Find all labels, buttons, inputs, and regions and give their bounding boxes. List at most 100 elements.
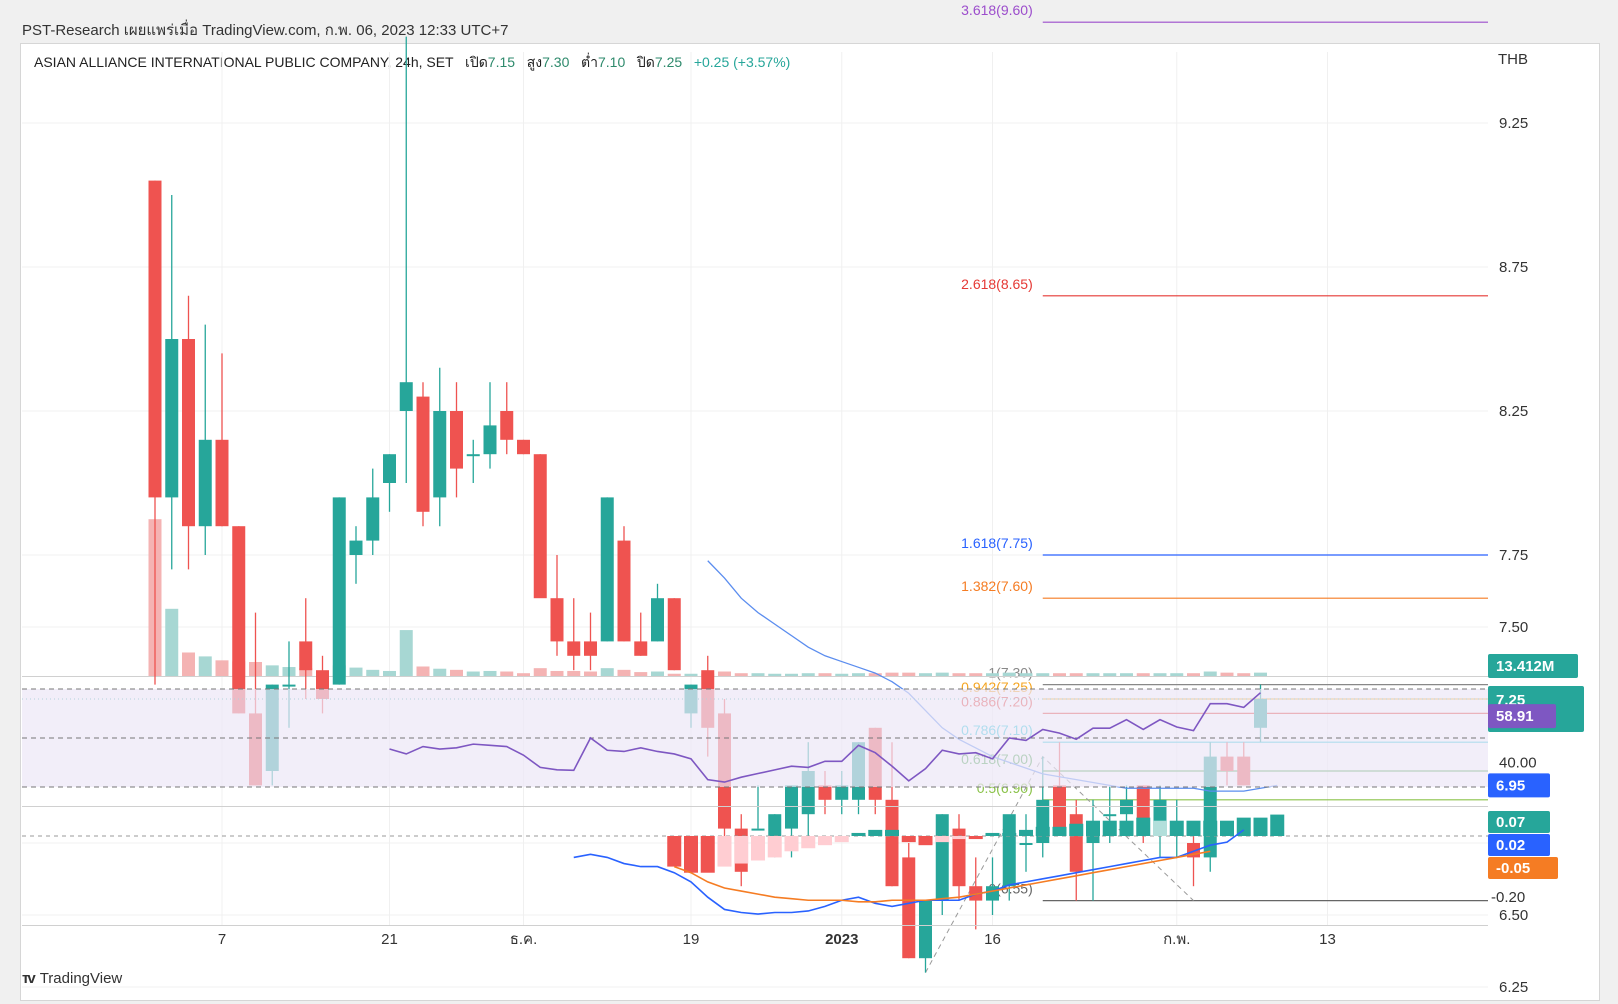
candle-body xyxy=(517,439,530,455)
tradingview-logo[interactable]: ᴛv TradingView xyxy=(22,970,122,987)
volume-bar xyxy=(852,673,865,676)
symbol-name: ASIAN ALLIANCE INTERNATIONAL PUBLIC COMP… xyxy=(34,54,454,70)
x-tick-label: 2023 xyxy=(825,931,858,948)
open-value: 7.15 xyxy=(487,54,516,70)
volume-bar xyxy=(550,670,564,676)
macd-histogram-bar xyxy=(818,836,832,846)
volume-bar xyxy=(1086,673,1100,676)
candle-body xyxy=(651,598,664,642)
candle-body xyxy=(584,641,597,656)
volume-bar xyxy=(902,672,916,676)
volume-bar xyxy=(1069,673,1083,676)
volume-bar xyxy=(383,670,396,676)
volume-bar xyxy=(1019,673,1033,676)
volume-bar xyxy=(1203,671,1217,676)
volume-bar xyxy=(919,673,932,676)
macd-histogram-bar xyxy=(1119,820,1134,836)
publisher-header: PST-Research เผยแพร่เมื่อ TradingView.co… xyxy=(22,22,509,39)
macd-line xyxy=(573,829,1245,915)
y-tick-label: 9.25 xyxy=(1499,115,1528,132)
candle-body xyxy=(952,828,966,887)
volume-bar xyxy=(952,673,966,676)
low-label: ต่ำ xyxy=(581,54,598,70)
volume-bar xyxy=(366,669,380,676)
candle-body xyxy=(634,641,648,656)
macd-histogram-bar xyxy=(1035,826,1050,836)
volume-bar xyxy=(667,673,681,676)
volume-bar xyxy=(651,671,664,676)
symbol-title: ASIAN ALLIANCE INTERNATIONAL PUBLIC COMP… xyxy=(34,52,790,74)
macd-histogram-bar xyxy=(684,836,698,873)
macd-badge-bg xyxy=(1488,834,1550,856)
volume-bar xyxy=(885,672,899,676)
macd-histogram-bar xyxy=(851,832,866,836)
fib-label: 2.618(8.65) xyxy=(961,276,1033,292)
candle-body xyxy=(751,828,765,831)
macd-histogram-bar xyxy=(1136,817,1151,836)
volume-bar xyxy=(567,670,581,676)
close-label: ปิด xyxy=(636,54,655,70)
volume-bar xyxy=(801,673,815,676)
volume-bar xyxy=(684,673,698,676)
volume-bar xyxy=(868,673,882,676)
macd-histogram-bar xyxy=(1002,832,1017,836)
y-tick-label: 8.25 xyxy=(1499,403,1528,420)
x-tick-label: 7 xyxy=(218,931,226,948)
macd-histogram-bar xyxy=(1203,820,1218,836)
volume-bar xyxy=(182,652,195,676)
candle-body xyxy=(818,785,832,800)
candle-body xyxy=(885,799,899,887)
macd-histogram-bar xyxy=(667,836,682,867)
rsi-pane xyxy=(22,688,1488,807)
macd-histogram-bar xyxy=(767,836,782,858)
candle-body xyxy=(902,857,916,959)
volume-bar xyxy=(215,660,229,676)
macd-histogram-bar xyxy=(700,836,715,873)
volume-bar xyxy=(433,668,447,676)
macd-histogram-bar xyxy=(1102,820,1117,836)
candle-body xyxy=(148,180,162,498)
ma-badge: 6.95 xyxy=(1496,777,1525,794)
x-tick-label: 13 xyxy=(1319,931,1336,948)
candle-body xyxy=(935,814,949,901)
volume-bar xyxy=(1254,672,1267,676)
y-tick-label: 6.50 xyxy=(1499,907,1528,924)
volume-bar xyxy=(584,671,597,676)
candle-body xyxy=(1002,814,1016,887)
volume-bar xyxy=(1120,673,1133,676)
volume-bar xyxy=(1136,673,1150,676)
macd-histogram-bar xyxy=(1186,820,1201,836)
macd-histogram-bar xyxy=(901,836,916,843)
candle-body xyxy=(349,540,363,555)
macd-histogram-bar xyxy=(1169,820,1184,836)
candle-body xyxy=(332,497,346,685)
candle-body xyxy=(416,396,430,512)
ma-badge-bg xyxy=(1488,773,1550,798)
candle-body xyxy=(500,411,514,440)
candle-body xyxy=(483,425,497,455)
rsi-badge: 58.91 xyxy=(1496,708,1534,725)
high-value: 7.30 xyxy=(542,54,570,70)
macd-badge: 0.02 xyxy=(1496,837,1525,854)
candle-body xyxy=(667,598,681,671)
candle-body xyxy=(567,641,581,656)
volume-bar xyxy=(517,673,530,676)
macd-histogram-bar xyxy=(1019,829,1033,836)
macd-histogram-bar xyxy=(1086,820,1100,836)
macd-histogram-bar xyxy=(717,836,732,867)
volume-bar xyxy=(835,673,849,676)
fib-label: 1.618(7.75) xyxy=(961,535,1033,551)
volume-bar xyxy=(533,668,547,676)
macd-histogram-bar xyxy=(968,836,983,840)
volume-bar xyxy=(600,668,614,676)
change-value: +0.25 (+3.57%) xyxy=(693,54,791,70)
fib-label: 1.382(7.60) xyxy=(961,578,1033,594)
macd-histogram-bar xyxy=(885,829,899,836)
macd-histogram-bar xyxy=(868,829,883,836)
volume-bar xyxy=(483,670,497,676)
candle-body xyxy=(198,439,212,527)
volume-bar xyxy=(1053,673,1066,676)
signal-badge-bg xyxy=(1488,857,1558,879)
candle-body xyxy=(466,454,480,457)
